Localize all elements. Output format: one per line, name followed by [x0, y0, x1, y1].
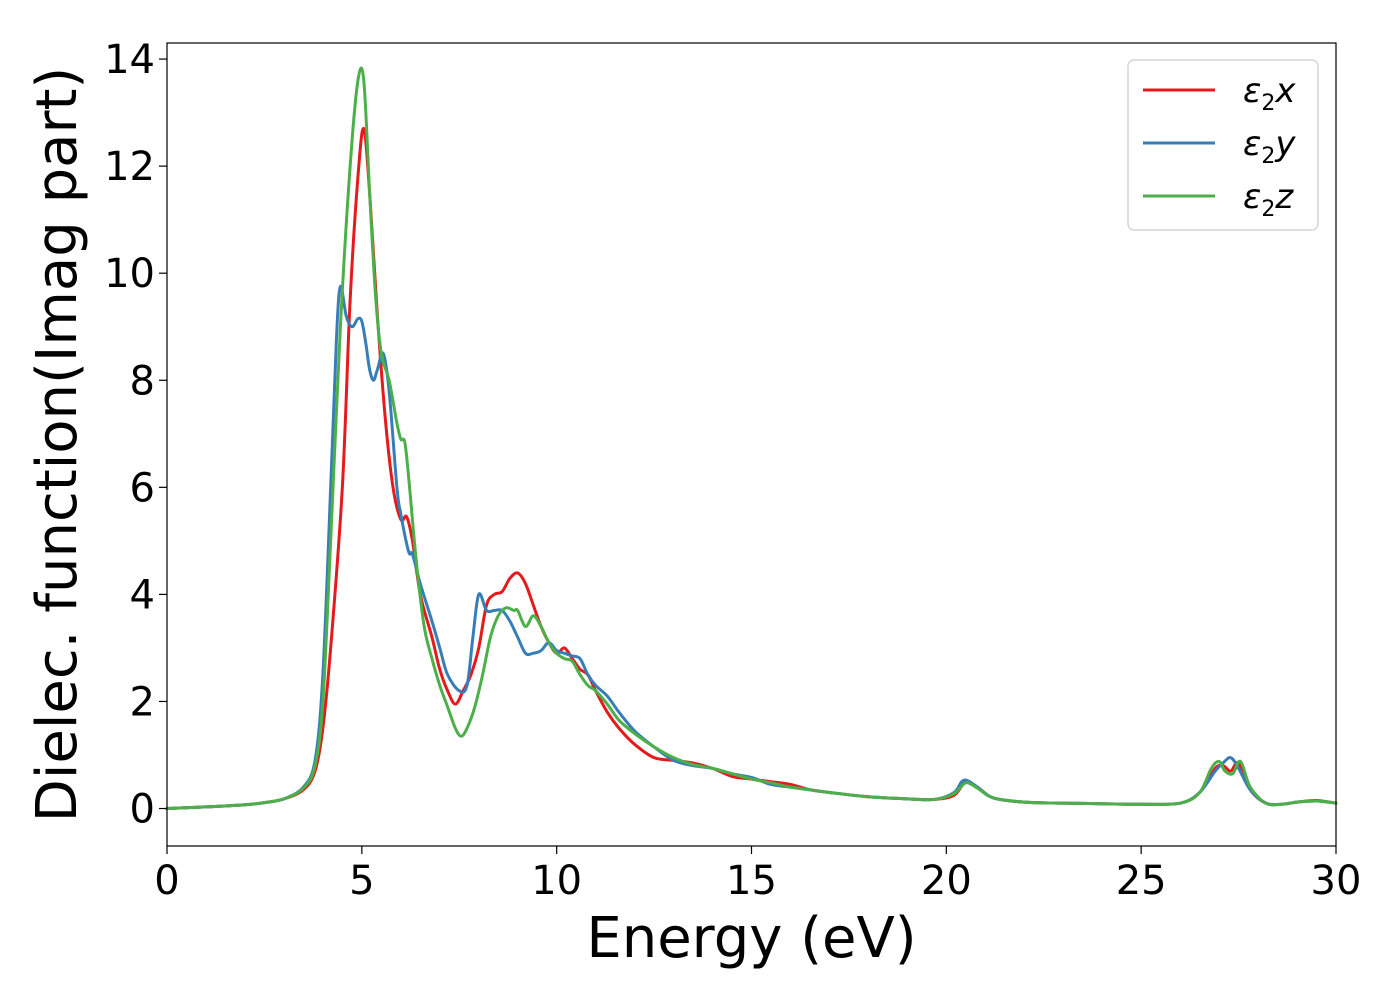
- x-tick-label: 20: [921, 858, 972, 904]
- x-tick-label: 30: [1311, 858, 1362, 904]
- series-line-z: [165, 66, 1338, 811]
- x-axis-title: Energy (eV): [586, 906, 916, 971]
- y-tick-label: 14: [104, 37, 155, 83]
- y-tick-label: 0: [130, 787, 155, 833]
- x-axis: 0 5 10 15 20 25 30: [154, 846, 1361, 904]
- y-tick-label: 12: [104, 144, 155, 190]
- x-tick-label: 0: [154, 858, 179, 904]
- legend-box: [1127, 59, 1319, 231]
- y-axis-title: Dielec. function(Imag part): [25, 67, 90, 823]
- x-tick-label: 15: [726, 858, 777, 904]
- x-tick-label: 5: [349, 858, 374, 904]
- y-tick-label: 8: [130, 358, 155, 404]
- x-tick-label: 10: [531, 858, 582, 904]
- y-tick-label: 6: [130, 465, 155, 511]
- y-tick-label: 10: [104, 251, 155, 297]
- y-tick-label: 4: [130, 572, 155, 618]
- legend-label-z: ε2z: [1243, 177, 1294, 222]
- y-axis: 0 2 4 6 8 10 12 14: [104, 37, 167, 833]
- legend-label-x: ε2x: [1243, 71, 1296, 116]
- legend: ε2x ε2y ε2z: [1127, 59, 1319, 231]
- y-tick-label: 2: [130, 679, 155, 725]
- x-tick-label: 25: [1116, 858, 1167, 904]
- legend-label-y: ε2y: [1243, 124, 1296, 169]
- series-layer: [165, 66, 1338, 811]
